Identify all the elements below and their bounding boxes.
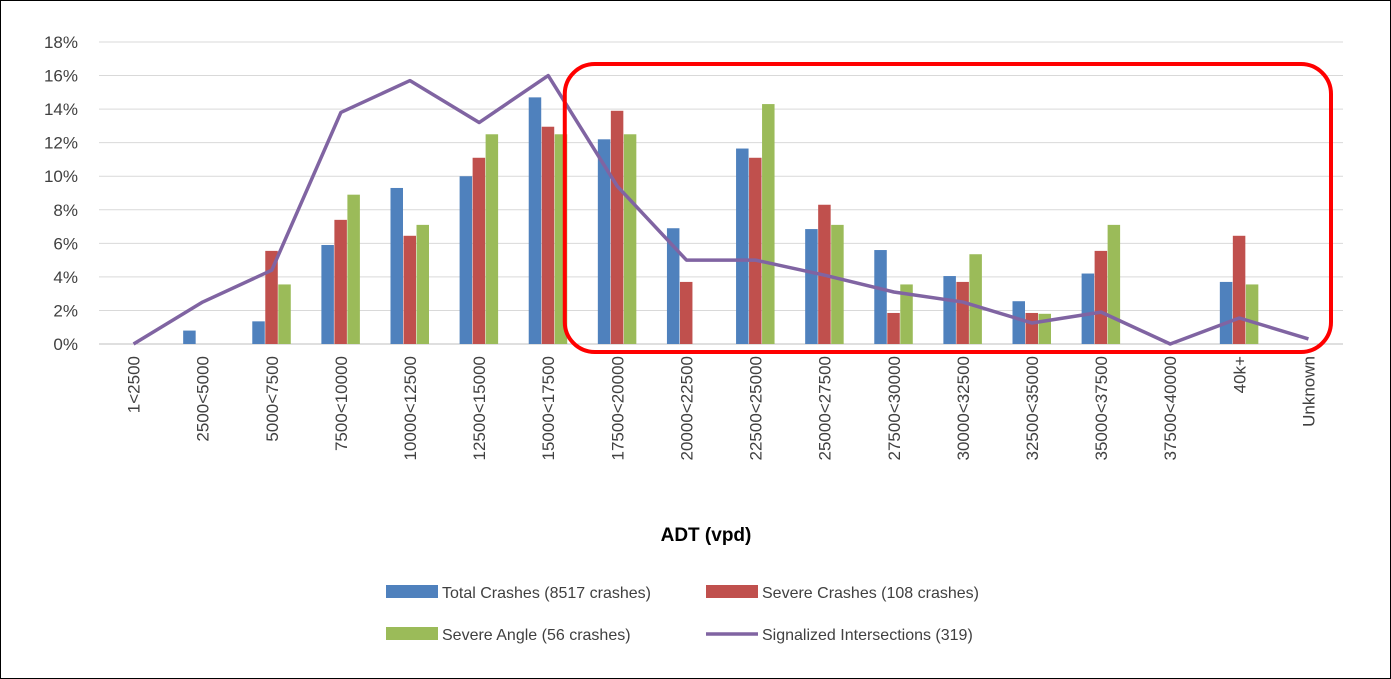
bars [183, 97, 1259, 345]
y-tick-label: 10% [44, 167, 78, 186]
bar-severe-16 [1245, 284, 1259, 344]
line-series [132, 73, 1309, 346]
x-tick-label: 5000<7500 [263, 356, 282, 442]
bar-total-10 [805, 229, 818, 344]
legend: Total Crashes (8517 crashes) Severe Crash… [386, 585, 979, 644]
x-tick-label: 37500<40000 [1161, 356, 1180, 460]
highlight-annotation [562, 62, 1333, 354]
bar-total-14 [1081, 273, 1095, 344]
x-tick-label: 10000<12500 [401, 356, 420, 460]
x-tick-label: 30000<32500 [954, 356, 973, 460]
x-axis-ticks: 1<2500 2500<5000 5000<7500 7500<10000 10000<… [125, 356, 1319, 461]
y-tick-label: 6% [53, 234, 78, 253]
legend-swatch [386, 627, 438, 640]
x-tick-label: Unknown [1299, 356, 1318, 427]
bar-severe-12 [969, 254, 982, 344]
bar-total-3 [321, 245, 334, 344]
x-tick-label: 2500<5000 [194, 356, 213, 442]
bar-total-9 [736, 148, 749, 344]
bar-severe-13 [1025, 312, 1038, 344]
legend-label: Signalized Intersections (319) [762, 627, 973, 644]
x-tick-label: 32500<35000 [1023, 356, 1042, 460]
bar-total-12 [943, 276, 956, 344]
x-tick-label: 1<2500 [125, 356, 144, 413]
legend-swatch [386, 585, 438, 598]
x-tick-label: 27500<30000 [885, 356, 904, 460]
bar-total-6 [528, 97, 542, 344]
y-tick-label: 16% [44, 67, 78, 86]
line-signalized-intersections [132, 73, 1309, 346]
bar-severe-3 [347, 194, 360, 344]
bar-total-1 [183, 330, 196, 344]
bar-severe-14 [1094, 250, 1108, 344]
x-tick-label: 22500<25000 [747, 356, 766, 460]
highlight-box [562, 62, 1333, 354]
y-tick-label: 8% [53, 201, 78, 220]
legend-swatch [706, 585, 758, 598]
bar-total-2 [252, 321, 265, 344]
x-tick-label: 7500<10000 [332, 356, 351, 451]
bar-severe-9 [762, 104, 775, 344]
bar-severe-3 [334, 219, 347, 344]
bar-severe-7 [610, 110, 624, 345]
bar-severe-2 [278, 284, 291, 344]
legend-label: Total Crashes (8517 crashes) [442, 585, 651, 602]
gridlines [99, 41, 1343, 345]
bar-severe-5 [485, 134, 499, 344]
legend-label: Severe Crashes (108 crashes) [762, 585, 979, 602]
y-tick-label: 14% [44, 100, 78, 119]
bar-severe-12 [956, 281, 969, 344]
x-tick-label: 35000<37500 [1092, 356, 1111, 460]
x-tick-label: 15000<17500 [539, 356, 558, 460]
bar-total-7 [597, 139, 611, 344]
bar-severe-6 [541, 126, 555, 344]
bar-severe-4 [416, 224, 429, 344]
y-tick-label: 4% [53, 268, 78, 287]
bar-severe-11 [900, 284, 913, 344]
y-tick-label: 12% [44, 134, 78, 153]
bar-severe-16 [1232, 235, 1246, 344]
bar-total-16 [1219, 281, 1233, 344]
bar-severe-7 [623, 134, 637, 344]
bar-total-11 [874, 250, 887, 344]
bar-total-4 [390, 187, 403, 344]
bar-severe-5 [472, 157, 486, 344]
legend-label: Severe Angle (56 crashes) [442, 627, 631, 644]
bar-severe-11 [887, 312, 900, 344]
bar-severe-9 [749, 157, 762, 344]
y-axis-ticks: 0% 2% 4% 6% 8% 10% 12% 14% 16% 18% [44, 33, 78, 354]
x-tick-label: 20000<22500 [677, 356, 696, 460]
y-tick-label: 0% [53, 335, 78, 354]
y-tick-label: 18% [44, 33, 78, 52]
x-axis-title: ADT (vpd) [661, 525, 752, 546]
bar-total-8 [666, 228, 680, 344]
bar-severe-2 [265, 250, 278, 344]
bar-total-5 [459, 176, 473, 344]
x-tick-label: 40k+ [1230, 356, 1249, 393]
bar-severe-4 [403, 235, 416, 344]
bar-severe-8 [679, 281, 693, 344]
bar-severe-14 [1107, 224, 1121, 344]
bar-severe-13 [1038, 313, 1051, 344]
bar-total-13 [1012, 301, 1025, 344]
x-tick-label: 25000<27500 [816, 356, 835, 460]
x-tick-label: 12500<15000 [470, 356, 489, 460]
x-tick-label: 17500<20000 [608, 356, 627, 460]
bar-severe-10 [831, 224, 844, 344]
y-tick-label: 2% [53, 301, 78, 320]
